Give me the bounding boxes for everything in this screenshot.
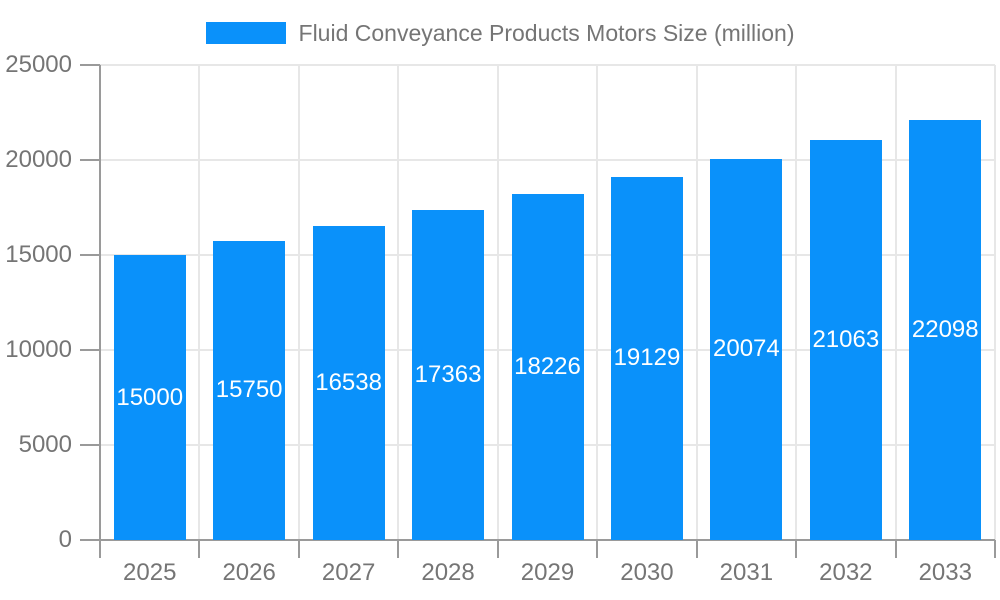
bar-value-label: 20074 — [713, 335, 780, 363]
x-axis-label: 2029 — [520, 559, 575, 586]
gridline-horizontal — [100, 64, 995, 66]
x-axis-tick — [297, 540, 300, 558]
y-axis-label: 15000 — [5, 241, 72, 268]
bar-value-label: 22098 — [911, 316, 979, 344]
gridline-vertical — [994, 65, 996, 540]
x-axis-tick — [99, 540, 101, 558]
x-axis-tick — [397, 540, 400, 558]
bar-2029: 18226 — [511, 193, 584, 540]
y-axis-tick — [80, 349, 100, 351]
x-axis-tick — [596, 540, 599, 558]
x-axis-line — [100, 539, 995, 541]
y-axis-tick — [80, 64, 100, 66]
y-axis-tick — [80, 159, 100, 161]
bar-2028: 17363 — [412, 210, 485, 540]
gridline-vertical — [198, 65, 201, 540]
x-axis-label: 2025 — [123, 559, 177, 586]
bar-value-label: 15000 — [116, 383, 184, 411]
bar-value-label: 18226 — [514, 352, 581, 380]
y-axis-tick — [80, 444, 100, 446]
gridline-vertical — [894, 65, 897, 540]
bar-2030: 19129 — [610, 176, 683, 540]
gridline-horizontal — [100, 159, 995, 161]
legend-item[interactable]: Fluid Conveyance Products Motors Size (m… — [205, 19, 795, 47]
x-axis-label: 2031 — [719, 559, 774, 586]
bar-2033: 22098 — [909, 120, 982, 540]
bar-value-label: 15750 — [215, 376, 283, 404]
y-axis-label: 0 — [58, 526, 72, 553]
x-axis-tick — [795, 540, 798, 558]
legend-swatch-icon — [205, 22, 286, 44]
plot-area: 0 5000 10000 15000 20000 25000 15000 2025 15750 2… — [5, 51, 996, 586]
y-axis-line — [99, 65, 101, 540]
bar-value-label: 16538 — [315, 368, 382, 396]
x-axis-tick — [198, 540, 201, 558]
y-axis-label: 25000 — [5, 51, 72, 78]
gridline-vertical — [297, 65, 300, 540]
y-axis-tick — [80, 254, 100, 256]
y-axis-label: 5000 — [18, 431, 72, 458]
y-axis-label: 20000 — [5, 146, 72, 173]
bar-2027: 16538 — [312, 225, 385, 540]
x-axis-label: 2030 — [620, 559, 674, 586]
x-axis-label: 2033 — [918, 559, 972, 586]
x-axis-label: 2028 — [421, 559, 475, 586]
bar-2026: 15750 — [213, 240, 286, 540]
gridline-vertical — [695, 65, 698, 540]
gridline-vertical — [496, 65, 499, 540]
x-axis-tick — [496, 540, 499, 558]
bar-2025: 15000 — [113, 255, 186, 540]
gridline-vertical — [596, 65, 599, 540]
x-axis-tick — [994, 540, 996, 558]
gridline-vertical — [397, 65, 400, 540]
bar-2031: 20074 — [710, 158, 783, 540]
legend-label: Fluid Conveyance Products Motors Size (m… — [298, 19, 795, 46]
x-axis-label: 2032 — [819, 559, 873, 586]
x-axis-label: 2026 — [222, 559, 276, 586]
x-axis-tick — [695, 540, 698, 558]
x-axis-label: 2027 — [321, 559, 376, 586]
y-axis-tick — [80, 539, 100, 541]
bar-2032: 21063 — [809, 139, 882, 540]
gridline-vertical — [795, 65, 798, 540]
bar-value-label: 21063 — [812, 325, 880, 353]
bar-value-label: 19129 — [613, 344, 681, 372]
x-axis-tick — [894, 540, 897, 558]
y-axis-label: 10000 — [5, 336, 72, 363]
legend: Fluid Conveyance Products Motors Size (m… — [0, 10, 1000, 56]
bar-value-label: 17363 — [414, 361, 482, 389]
